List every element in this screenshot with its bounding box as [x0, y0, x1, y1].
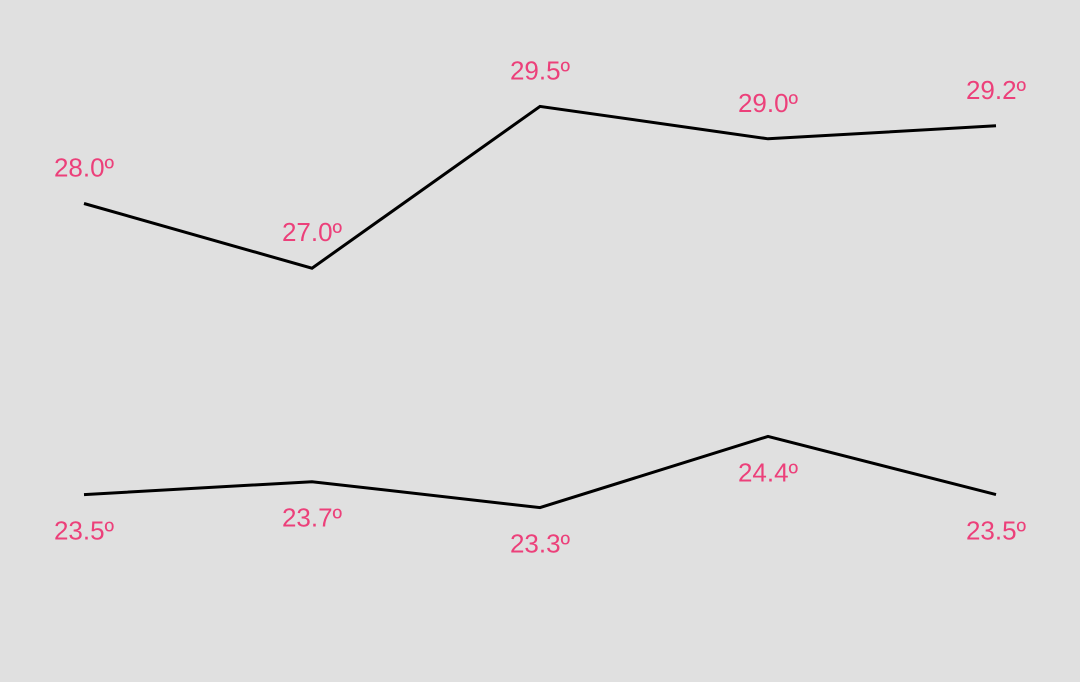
series-1-data-label-4: 29.0º — [738, 88, 799, 118]
series-1-data-label-3: 29.5º — [510, 55, 571, 85]
series-2-data-label-3: 23.3º — [510, 529, 571, 559]
series-2-data-label-2: 23.7º — [282, 503, 343, 533]
series-2-data-label-5: 23.5º — [966, 516, 1027, 546]
labels-layer: 28.0º 27.0º 29.5º 29.0º 29.2º 23.5º 23.7º 23.3º… — [54, 55, 1027, 558]
series-2-line — [83, 434, 997, 510]
series-2-data-label-4: 24.4º — [738, 457, 799, 487]
series-2-data-label-1: 23.5º — [54, 516, 115, 546]
series-1-data-label-1: 28.0º — [54, 153, 115, 183]
series-1-data-label-2: 27.0º — [282, 217, 343, 247]
lines-layer — [83, 104, 997, 510]
series-1-data-label-5: 29.2º — [966, 75, 1027, 105]
series-1-line — [83, 104, 997, 270]
